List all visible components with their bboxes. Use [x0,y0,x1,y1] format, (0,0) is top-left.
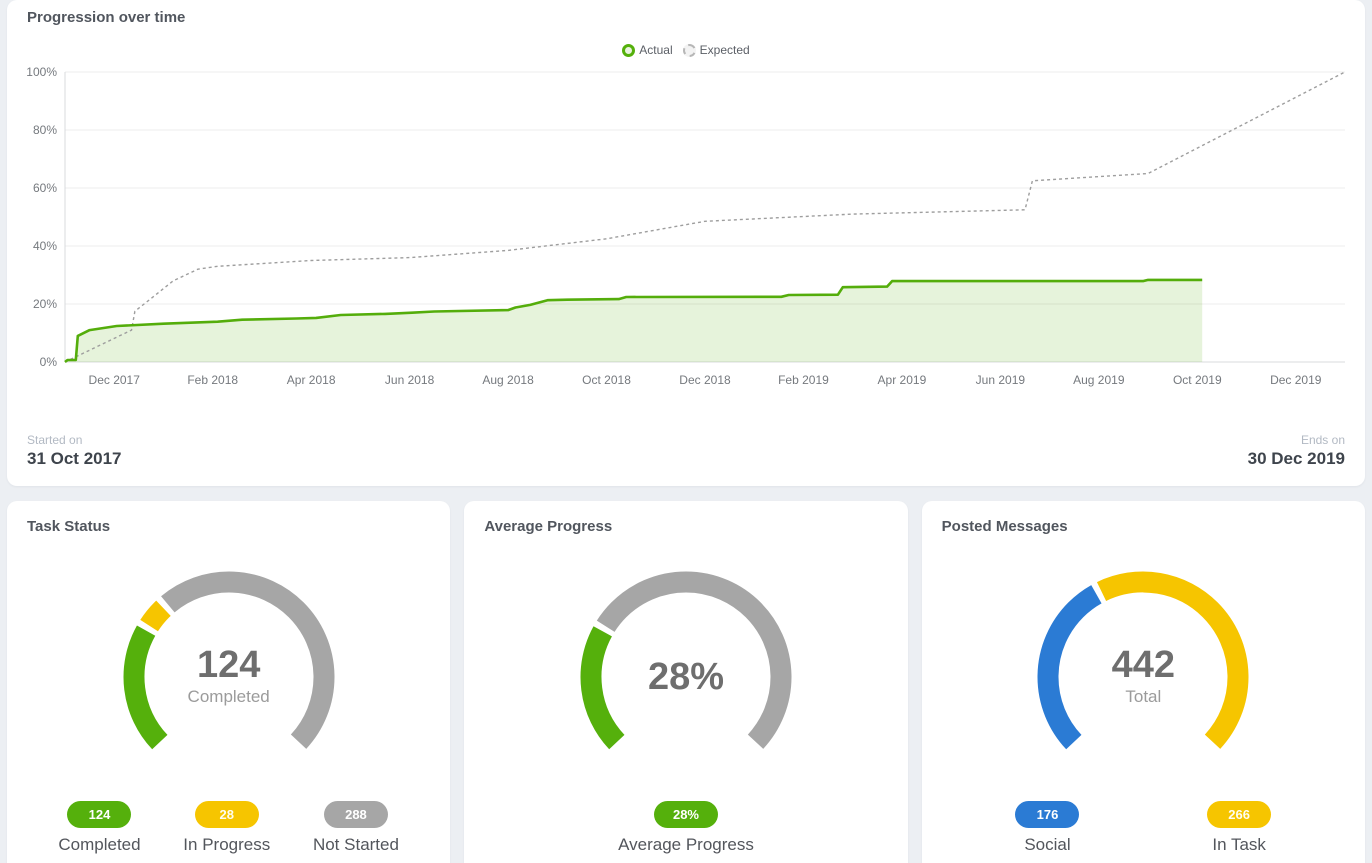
started-on-label: Started on [27,433,83,447]
svg-text:Apr 2019: Apr 2019 [878,373,927,387]
progression-card: Progression over time Actual Expected 0%… [7,0,1365,486]
average-progress-gauge: 28% [571,559,801,789]
in-progress-count-badge: 28 [194,801,259,828]
svg-text:Dec 2018: Dec 2018 [679,373,731,387]
svg-text:100%: 100% [26,65,57,79]
in-progress-badge-label: In Progress [183,835,271,854]
in-task-count-badge: 266 [1207,801,1272,828]
progression-chart: 0% 20% 40% 60% 80% 100% Dec 2017 Feb 2018 Apr 20… [26,65,1346,387]
legend-label-expected: Expected [699,43,750,57]
svg-text:Dec 2019: Dec 2019 [1270,373,1322,387]
legend-item-expected[interactable]: Expected [682,43,750,57]
svg-text:0%: 0% [40,355,58,369]
svg-text:Aug 2018: Aug 2018 [482,373,534,387]
posted-messages-gauge: 442 Total [1028,559,1258,789]
average-progress-title: Average Progress [484,518,613,535]
task-status-badges: 124 Completed 28 In Progress 288 Not Sta… [27,801,430,855]
not-started-count-badge: 288 [323,801,388,828]
average-progress-badge-label: Average Progress [618,835,754,854]
svg-text:Dec 2017: Dec 2017 [89,373,141,387]
badge-in-task: 266 In Task [1207,801,1272,855]
stat-cards-row: Task Status 124 Completed 124 Completed … [7,501,1365,863]
social-badge-label: Social [1024,835,1071,854]
ends-on-block: Ends on 30 Dec 2019 [1248,432,1345,470]
legend-item-actual[interactable]: Actual [622,43,673,57]
posted-messages-gauge-arc [1037,571,1249,752]
task-status-gauge-arc [123,571,335,752]
badge-average-progress: 28% Average Progress [618,801,754,855]
svg-text:Apr 2018: Apr 2018 [287,373,336,387]
posted-messages-badges: 176 Social 266 In Task [942,801,1345,855]
badge-not-started: 288 Not Started [313,801,399,855]
badge-completed: 124 Completed [58,801,141,855]
svg-text:40%: 40% [33,239,57,253]
badge-social: 176 Social [1015,801,1080,855]
task-status-title: Task Status [27,518,111,535]
average-progress-gauge-arc [580,571,792,752]
svg-text:Feb 2018: Feb 2018 [187,373,238,387]
completed-count-badge: 124 [67,801,132,828]
svg-text:Oct 2019: Oct 2019 [1173,373,1222,387]
average-progress-card: Average Progress 28% 28% Average Progres… [464,501,908,863]
svg-text:Feb 2019: Feb 2019 [778,373,829,387]
expected-ring-icon [682,43,696,57]
average-progress-badge: 28% [653,801,718,828]
started-on-block: Started on 31 Oct 2017 [27,432,122,470]
svg-text:60%: 60% [33,181,57,195]
task-status-card: Task Status 124 Completed 124 Completed … [7,501,451,863]
progression-title: Progression over time [27,9,186,26]
badge-in-progress: 28 In Progress [183,801,270,855]
ends-on-label: Ends on [1300,433,1345,447]
social-count-badge: 176 [1015,801,1080,828]
chart-legend: Actual Expected [7,40,1365,60]
svg-text:Aug 2019: Aug 2019 [1073,373,1125,387]
actual-ring-icon [622,43,636,57]
in-task-badge-label: In Task [1212,835,1266,854]
svg-text:Oct 2018: Oct 2018 [582,373,631,387]
ends-on-date: 30 Dec 2019 [1247,449,1345,468]
posted-messages-title: Posted Messages [941,518,1068,535]
svg-text:Jun 2019: Jun 2019 [976,373,1026,387]
svg-text:Jun 2018: Jun 2018 [385,373,435,387]
not-started-badge-label: Not Started [312,835,399,854]
completed-badge-label: Completed [58,835,141,854]
svg-text:20%: 20% [33,297,57,311]
legend-label-actual: Actual [639,43,673,57]
task-status-gauge: 124 Completed [114,559,344,789]
posted-messages-card: Posted Messages 442 Total 176 Social 266… [921,501,1365,863]
average-progress-badges: 28% Average Progress [484,801,887,855]
chart-date-range: Started on 31 Oct 2017 Ends on 30 Dec 20… [27,432,1345,470]
started-on-date: 31 Oct 2017 [27,449,122,468]
svg-text:80%: 80% [33,123,57,137]
